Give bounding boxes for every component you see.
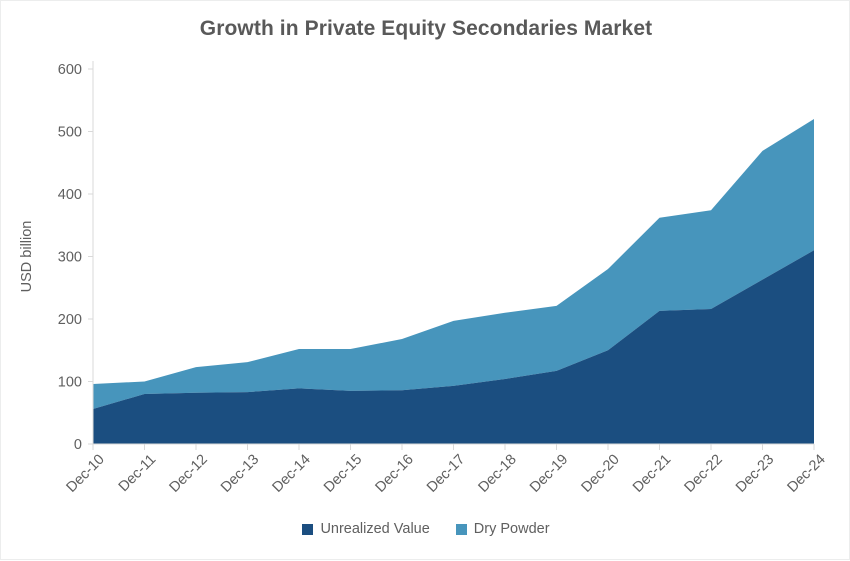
x-axis-tick-label: Dec-12 xyxy=(166,452,210,496)
legend-item-unrealized-value[interactable]: Unrealized Value xyxy=(302,521,430,537)
y-axis-tick-label: 300 xyxy=(58,250,82,266)
x-axis-tick-label: Dec-24 xyxy=(784,452,828,496)
x-axis-tick-label: Dec-20 xyxy=(578,452,622,496)
x-axis-tick-label: Dec-16 xyxy=(372,452,416,496)
x-axis-tick-label: Dec-18 xyxy=(475,452,519,496)
area-series-unrealized-value xyxy=(93,250,814,444)
legend-swatch-unrealized-value xyxy=(302,523,314,535)
x-axis-tick-label: Dec-15 xyxy=(321,452,365,496)
y-axis-tick-label: 400 xyxy=(58,187,82,203)
y-axis-title: USD billion xyxy=(19,221,35,293)
chart-title: Growth in Private Equity Secondaries Mar… xyxy=(199,17,653,40)
x-axis-tick-label: Dec-10 xyxy=(63,452,107,496)
legend-item-dry-powder[interactable]: Dry Powder xyxy=(455,521,550,537)
x-axis-tick-label: Dec-21 xyxy=(630,452,674,496)
y-axis-tick-label: 600 xyxy=(58,62,82,78)
y-axis-tick-label: 500 xyxy=(58,125,82,141)
y-axis-tick-label: 100 xyxy=(58,375,82,391)
x-axis-tick-label: Dec-22 xyxy=(681,452,725,496)
area-series-dry-powder xyxy=(93,119,814,409)
legend-label-dry-powder: Dry Powder xyxy=(473,521,550,537)
chart-legend: Unrealized Value Dry Powder xyxy=(1,522,850,537)
x-axis-tick-label: Dec-19 xyxy=(527,452,571,496)
y-axis-tick-label: 200 xyxy=(58,312,82,328)
x-axis-tick-label: Dec-17 xyxy=(424,452,468,496)
x-axis-tick-label: Dec-11 xyxy=(116,452,160,496)
x-axis-tick-label: Dec-13 xyxy=(218,452,262,496)
x-axis-tick-label: Dec-14 xyxy=(269,452,313,496)
x-axis-tick-label: Dec-23 xyxy=(733,452,777,496)
legend-swatch-dry-powder xyxy=(455,523,467,535)
legend-label-unrealized-value: Unrealized Value xyxy=(320,521,430,537)
y-axis-tick-label: 0 xyxy=(74,437,82,453)
